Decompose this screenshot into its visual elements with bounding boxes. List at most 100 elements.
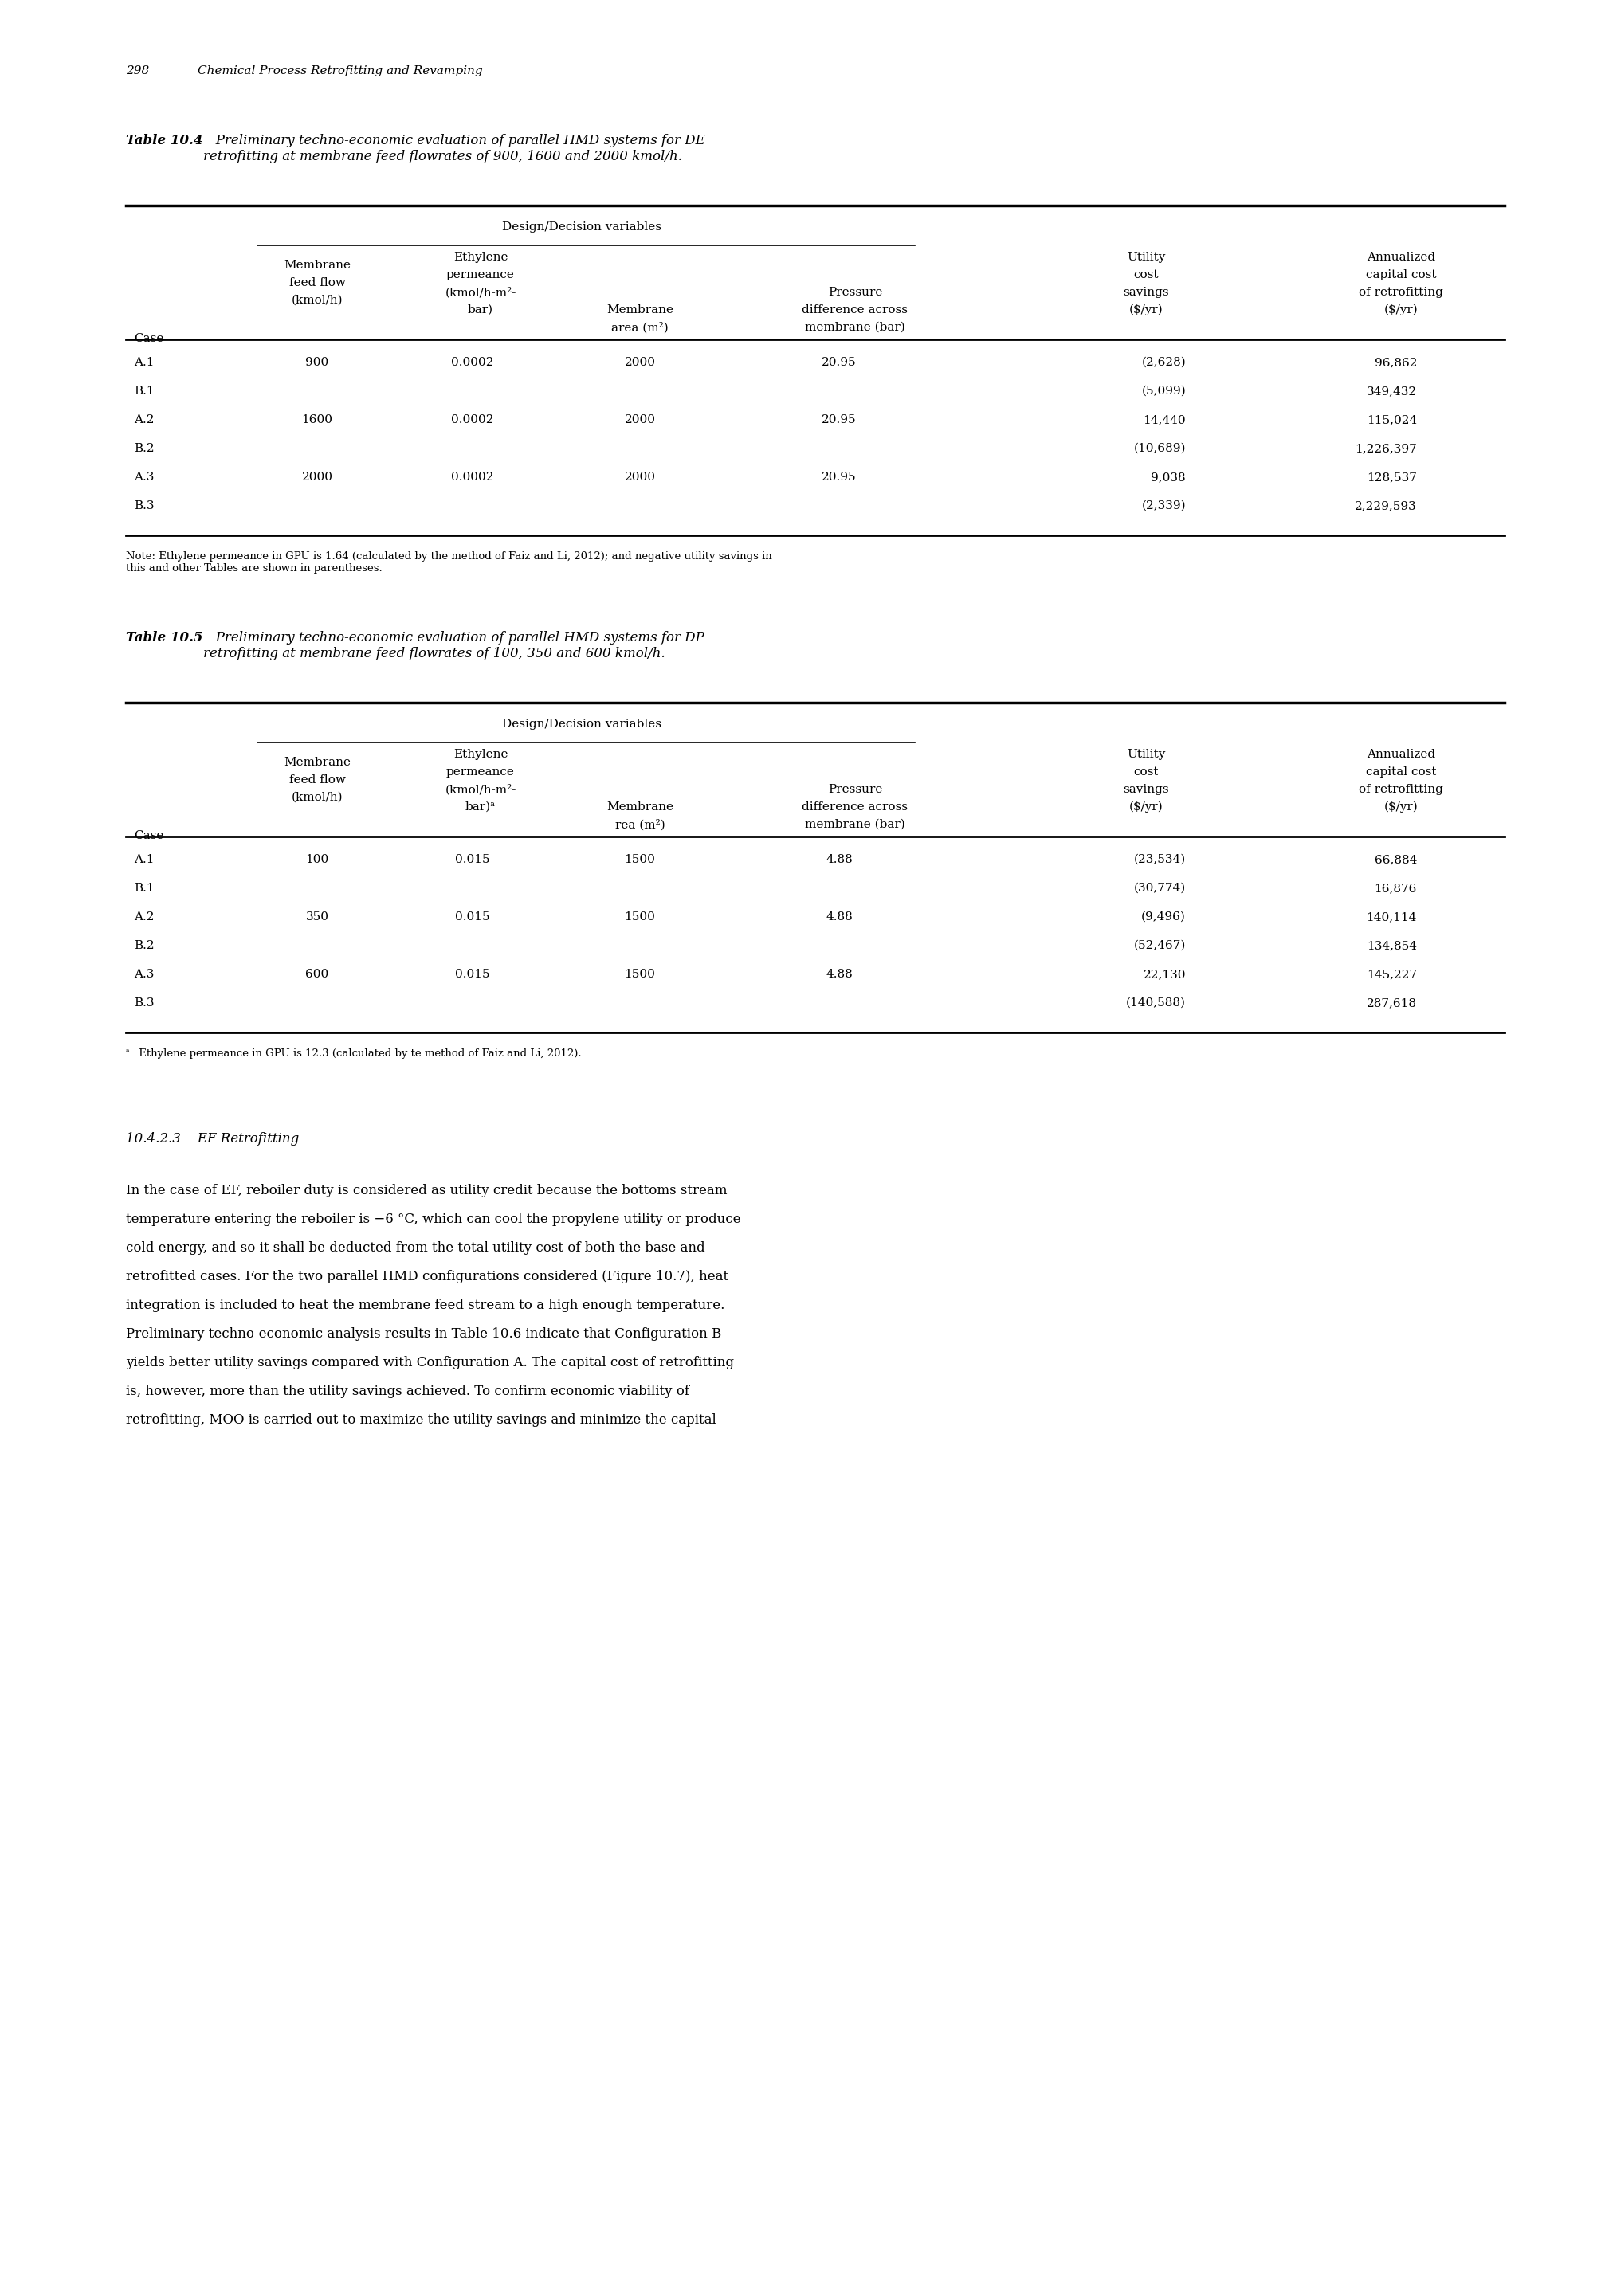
Text: 4.88: 4.88 — [826, 969, 853, 980]
Text: rea (m²): rea (m²) — [615, 820, 664, 831]
Text: 1500: 1500 — [624, 969, 655, 980]
Text: Table 10.5: Table 10.5 — [126, 631, 203, 645]
Text: 0.015: 0.015 — [455, 912, 490, 923]
Text: (5,099): (5,099) — [1142, 386, 1186, 397]
Text: is, however, more than the utility savings achieved. To confirm economic viabili: is, however, more than the utility savin… — [126, 1384, 690, 1398]
Text: (kmol/h-m²-: (kmol/h-m²- — [445, 783, 516, 794]
Text: permeance: permeance — [447, 767, 516, 778]
Text: 0.015: 0.015 — [455, 969, 490, 980]
Text: capital cost: capital cost — [1366, 269, 1436, 280]
Text: cost: cost — [1134, 767, 1159, 778]
Text: difference across: difference across — [802, 801, 908, 813]
Text: temperature entering the reboiler is −6 °C, which can cool the propylene utility: temperature entering the reboiler is −6 … — [126, 1212, 741, 1226]
Text: membrane (bar): membrane (bar) — [805, 321, 905, 333]
Text: 96,862: 96,862 — [1374, 356, 1417, 367]
Text: Annualized: Annualized — [1367, 748, 1434, 760]
Text: bar): bar) — [467, 305, 493, 315]
Text: retrofitting, MOO is carried out to maximize the utility savings and minimize th: retrofitting, MOO is carried out to maxi… — [126, 1414, 716, 1426]
Text: 0.0002: 0.0002 — [451, 471, 493, 482]
Text: Membrane: Membrane — [607, 801, 674, 813]
Text: Membrane: Membrane — [607, 305, 674, 315]
Text: (2,628): (2,628) — [1142, 356, 1186, 367]
Text: Chemical Process Retrofitting and Revamping: Chemical Process Retrofitting and Revamp… — [197, 64, 484, 76]
Text: capital cost: capital cost — [1366, 767, 1436, 778]
Text: A.3: A.3 — [134, 471, 154, 482]
Text: permeance: permeance — [447, 269, 516, 280]
Text: Ethylene: Ethylene — [453, 253, 508, 264]
Text: 14,440: 14,440 — [1143, 413, 1186, 425]
Text: 0.0002: 0.0002 — [451, 356, 493, 367]
Text: (140,588): (140,588) — [1126, 996, 1186, 1008]
Text: 66,884: 66,884 — [1374, 854, 1417, 866]
Text: 20.95: 20.95 — [821, 356, 857, 367]
Text: (52,467): (52,467) — [1134, 939, 1186, 951]
Text: B.2: B.2 — [134, 939, 154, 951]
Text: 349,432: 349,432 — [1367, 386, 1417, 397]
Text: cold energy, and so it shall be deducted from the total utility cost of both the: cold energy, and so it shall be deducted… — [126, 1242, 704, 1254]
Text: Membrane: Membrane — [283, 758, 351, 767]
Text: 115,024: 115,024 — [1367, 413, 1417, 425]
Text: Pressure: Pressure — [828, 287, 882, 298]
Text: 1600: 1600 — [301, 413, 333, 425]
Text: of retrofitting: of retrofitting — [1359, 287, 1443, 298]
Text: difference across: difference across — [802, 305, 908, 315]
Text: 287,618: 287,618 — [1367, 996, 1417, 1008]
Text: Ethylene permeance in GPU is 12.3 (calculated by te method of Faiz and Li, 2012): Ethylene permeance in GPU is 12.3 (calcu… — [136, 1049, 581, 1058]
Text: A.3: A.3 — [134, 969, 154, 980]
Text: A.2: A.2 — [134, 912, 154, 923]
Text: ($/yr): ($/yr) — [1129, 305, 1162, 317]
Text: (2,339): (2,339) — [1142, 501, 1186, 512]
Text: B.2: B.2 — [134, 443, 154, 455]
Text: ($/yr): ($/yr) — [1383, 305, 1418, 317]
Text: feed flow: feed flow — [288, 278, 346, 289]
Text: B.1: B.1 — [134, 386, 154, 397]
Text: 9,038: 9,038 — [1151, 471, 1186, 482]
Text: Membrane: Membrane — [283, 259, 351, 271]
Text: Design/Decision variables: Design/Decision variables — [503, 220, 661, 232]
Text: (10,689): (10,689) — [1134, 443, 1186, 455]
Text: Note: Ethylene permeance in GPU is 1.64 (calculated by the method of Faiz and Li: Note: Ethylene permeance in GPU is 1.64 … — [126, 551, 772, 574]
Text: membrane (bar): membrane (bar) — [805, 820, 905, 831]
Text: (kmol/h): (kmol/h) — [291, 792, 343, 804]
Text: 4.88: 4.88 — [826, 912, 853, 923]
Text: (23,534): (23,534) — [1134, 854, 1186, 866]
Text: 4.88: 4.88 — [826, 854, 853, 866]
Text: (9,496): (9,496) — [1142, 912, 1186, 923]
Text: 22,130: 22,130 — [1143, 969, 1186, 980]
Text: Case: Case — [134, 333, 163, 344]
Text: (kmol/h-m²-: (kmol/h-m²- — [445, 287, 516, 298]
Text: 145,227: 145,227 — [1367, 969, 1417, 980]
Text: Ethylene: Ethylene — [453, 748, 508, 760]
Text: ($/yr): ($/yr) — [1383, 801, 1418, 813]
Text: 10.4.2.3    EF Retrofitting: 10.4.2.3 EF Retrofitting — [126, 1132, 299, 1146]
Text: Utility: Utility — [1127, 748, 1166, 760]
Text: 100: 100 — [306, 854, 328, 866]
Text: Table 10.4: Table 10.4 — [126, 133, 203, 147]
Text: B.1: B.1 — [134, 882, 154, 893]
Text: (kmol/h): (kmol/h) — [291, 294, 343, 305]
Text: Pressure: Pressure — [828, 783, 882, 794]
Text: Preliminary techno-economic evaluation of parallel HMD systems for DE
retrofitti: Preliminary techno-economic evaluation o… — [203, 133, 704, 163]
Text: 0.015: 0.015 — [455, 854, 490, 866]
Text: 128,537: 128,537 — [1367, 471, 1417, 482]
Text: 2000: 2000 — [624, 413, 655, 425]
Text: retrofitted cases. For the two parallel HMD configurations considered (Figure 10: retrofitted cases. For the two parallel … — [126, 1270, 728, 1283]
Text: A.2: A.2 — [134, 413, 154, 425]
Text: integration is included to heat the membrane feed stream to a high enough temper: integration is included to heat the memb… — [126, 1300, 725, 1311]
Text: 350: 350 — [306, 912, 328, 923]
Text: (30,774): (30,774) — [1134, 882, 1186, 893]
Text: 600: 600 — [306, 969, 328, 980]
Text: ᵃ: ᵃ — [126, 1049, 130, 1056]
Text: B.3: B.3 — [134, 501, 154, 512]
Text: area (m²): area (m²) — [612, 321, 669, 333]
Text: 1500: 1500 — [624, 854, 655, 866]
Text: feed flow: feed flow — [288, 774, 346, 785]
Text: yields better utility savings compared with Configuration A. The capital cost of: yields better utility savings compared w… — [126, 1357, 733, 1368]
Text: A.1: A.1 — [134, 356, 154, 367]
Text: Annualized: Annualized — [1367, 253, 1434, 264]
Text: A.1: A.1 — [134, 854, 154, 866]
Text: 1,226,397: 1,226,397 — [1354, 443, 1417, 455]
Text: 2,229,593: 2,229,593 — [1354, 501, 1417, 512]
Text: 2000: 2000 — [624, 356, 655, 367]
Text: cost: cost — [1134, 269, 1159, 280]
